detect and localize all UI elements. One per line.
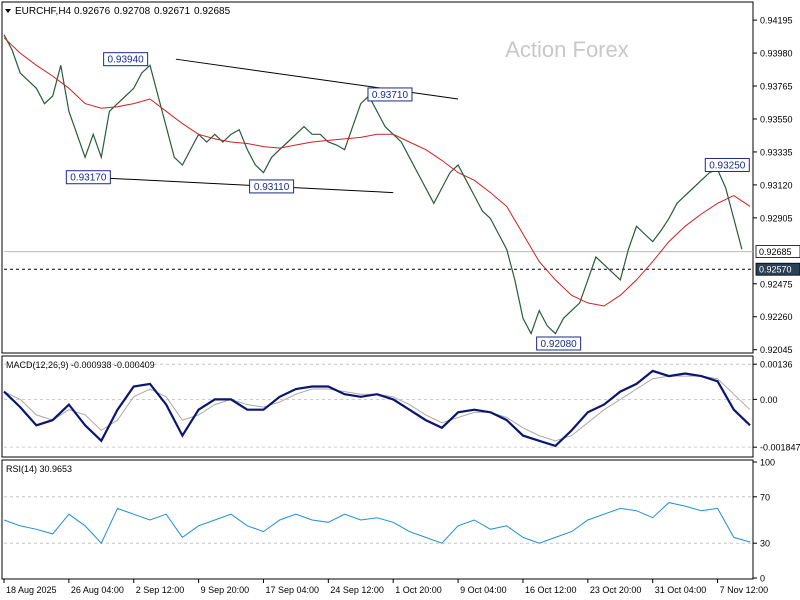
time-tick-label: 7 Nov 12:00 (720, 585, 769, 595)
annotation-box (536, 336, 582, 351)
ohlc-low: 0.92671 (154, 6, 191, 17)
macd-label: MACD(12,26,9) -0.000938 -0.000409 (6, 360, 155, 370)
time-tick-label: 23 Oct 20:00 (590, 585, 642, 595)
time-tick-label: 18 Aug 2025 (6, 585, 57, 595)
watermark: Action Forex (505, 37, 629, 62)
price-tick-label: 0.93120 (760, 180, 793, 190)
price-tick-label: 0.93335 (760, 147, 793, 157)
time-tick-label: 2 Sep 12:00 (136, 585, 185, 595)
time-tick-label: 1 Oct 20:00 (395, 585, 442, 595)
current-price-tag (755, 245, 800, 258)
ohlc-close: 0.92685 (194, 6, 231, 17)
price-header: EURCHF,H4 0.92676 0.92708 0.92671 0.9268… (5, 6, 231, 17)
macd-axis: 0.00136 0.00 -0.001847 (4, 360, 800, 453)
menu-triangle-icon[interactable] (5, 9, 11, 13)
price-tick-label: 0.92905 (760, 213, 793, 223)
annotation-box (103, 52, 149, 67)
price-series (3, 34, 743, 336)
price-axis: 0.94195 0.93980 0.93765 0.93550 0.93335 0.931… (753, 16, 793, 355)
time-tick-label: 17 Sep 04:00 (265, 585, 319, 595)
time-axis: 18 Aug 2025 26 Aug 04:00 2 Sep 12:00 9 Sep … (3, 579, 769, 595)
price-tick-label: 0.93980 (760, 49, 793, 59)
macd-tick-label: 0.00136 (760, 360, 793, 370)
moving-average (3, 37, 751, 307)
rsi-tick-label: 100 (760, 458, 775, 468)
annotation-label: 0.93250 (709, 160, 746, 171)
time-tick-label: 9 Sep 20:00 (201, 585, 250, 595)
price-tick-label: 0.94195 (760, 16, 793, 26)
rsi-panel-frame (1, 459, 754, 580)
time-tick-label: 9 Oct 04:00 (460, 585, 507, 595)
rsi-line (3, 502, 751, 545)
time-tick-label: 26 Aug 04:00 (71, 585, 124, 595)
macd-tick-label: 0.00 (760, 395, 778, 405)
annotation-label: 0.93110 (254, 182, 290, 193)
ohlc-high: 0.92708 (114, 6, 151, 17)
macd-tick-label: -0.001847 (760, 443, 800, 453)
price-tick-label: 0.92260 (760, 312, 793, 322)
support-level-tag (755, 262, 800, 276)
rsi-tick-label: 70 (760, 492, 770, 502)
price-tick-label: 0.92475 (760, 279, 793, 289)
annotation-label: 0.93170 (70, 173, 107, 184)
trend-line (88, 176, 394, 194)
ma-line (3, 37, 751, 307)
rsi-tick-label: 0 (760, 574, 765, 584)
rsi-axis: 100 70 30 0 (4, 458, 775, 584)
rsi-series (3, 502, 751, 545)
price-tick-label: 0.92045 (760, 345, 793, 355)
rsi-label: RSI(14) 30.9653 (6, 464, 72, 474)
current-price-label: 0.92685 (759, 247, 792, 257)
macd-panel-frame (1, 355, 754, 458)
symbol-label: EURCHF,H4 (15, 6, 72, 17)
time-tick-label: 31 Oct 04:00 (655, 585, 707, 595)
price-line (3, 34, 743, 336)
annotation-label: 0.93940 (108, 55, 145, 66)
support-level-label: 0.92570 (759, 265, 792, 275)
annotation-label: 0.92080 (541, 339, 578, 350)
price-panel-frame (1, 1, 754, 354)
price-tick-label: 0.93550 (760, 114, 793, 124)
time-tick-label: 24 Sep 12:00 (330, 585, 384, 595)
annotation-box (249, 179, 295, 194)
annotation-box (367, 87, 413, 102)
macd-line (3, 369, 751, 448)
price-annotations: 0.93940 0.93710 0.93170 0.93110 0.93250 0.920… (65, 52, 750, 351)
annotation-box (65, 170, 111, 185)
annotation-label: 0.93710 (372, 90, 409, 101)
ohlc-open: 0.92676 (74, 6, 111, 17)
level-labels: 0.92685 0.92570 (755, 245, 800, 276)
rsi-tick-label: 30 (760, 539, 770, 549)
macd-series (3, 369, 751, 448)
price-tick-label: 0.93765 (760, 82, 793, 92)
annotation-box (704, 157, 750, 172)
time-tick-label: 16 Oct 12:00 (525, 585, 577, 595)
